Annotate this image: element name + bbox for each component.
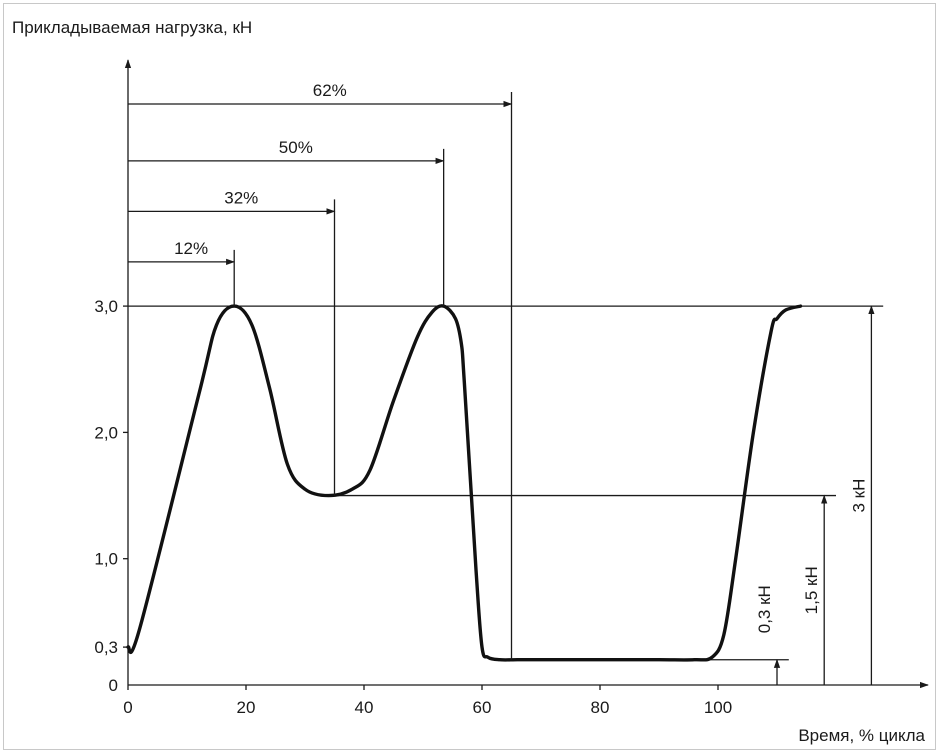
y-axis-title: Прикладываемая нагрузка, кН [12, 18, 252, 37]
y-tick-label: 2,0 [94, 423, 118, 442]
axes [123, 59, 929, 690]
x-tick-label: 0 [123, 698, 132, 717]
dimension-label: 3 кН [849, 479, 868, 513]
y-tick-label: 3,0 [94, 297, 118, 316]
load-curve [126, 304, 803, 662]
x-tick-label: 60 [473, 698, 492, 717]
x-tick-label: 20 [237, 698, 256, 717]
tick-labels: 0 20 40 60 80 100 0 0,3 1,0 2,0 3,0 [94, 297, 732, 717]
y-tick-label: 0,3 [94, 638, 118, 657]
chart-frame [3, 3, 936, 750]
time-markers: 12% 32% 50% 62% [128, 81, 513, 660]
marker-label-12%: 12% [174, 239, 208, 258]
y-tick-label: 0 [109, 676, 118, 695]
marker-label-62%: 62% [313, 81, 347, 100]
load-curve-line [126, 304, 803, 662]
x-tick-label: 80 [591, 698, 610, 717]
y-tick-label: 1,0 [94, 550, 118, 569]
x-tick-label: 40 [355, 698, 374, 717]
x-tick-label: 100 [704, 698, 732, 717]
load-dimensions: 0,3 кН 1,5 кН 3 кН [755, 305, 875, 685]
marker-label-50%: 50% [279, 138, 313, 157]
marker-label-32%: 32% [224, 188, 258, 207]
dimension-label: 1,5 кН [802, 566, 821, 614]
x-axis-title: Время, % цикла [798, 726, 925, 745]
dimension-label: 0,3 кН [755, 585, 774, 633]
